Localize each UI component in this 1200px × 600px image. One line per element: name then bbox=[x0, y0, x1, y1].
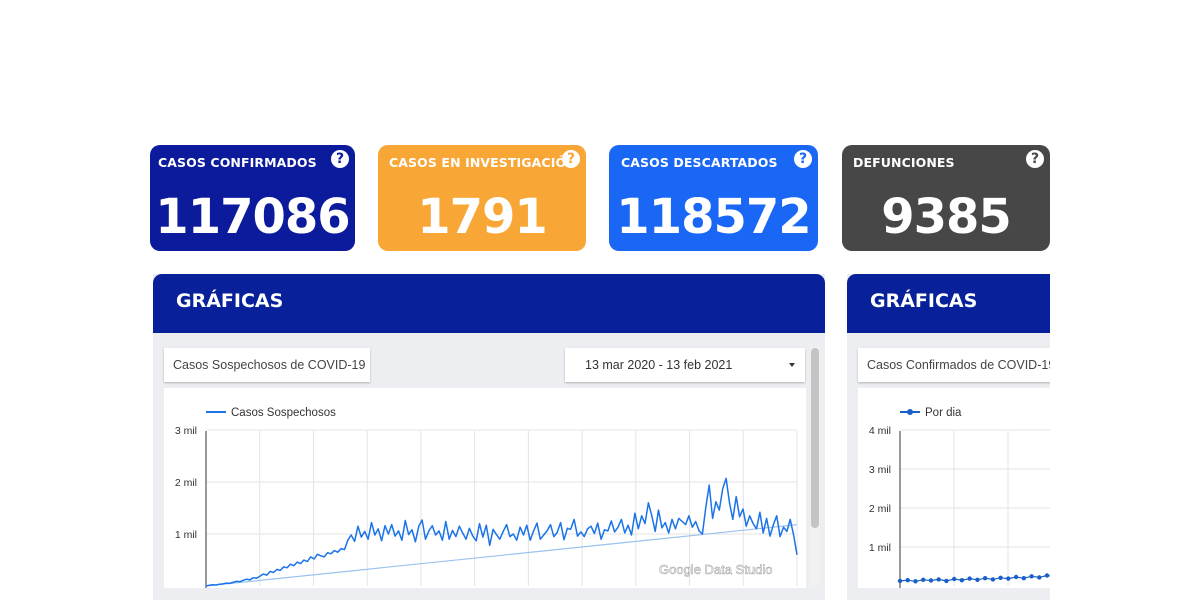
panel-header: GRÁFICAS bbox=[847, 274, 1050, 333]
graficas-panel-confirmados: GRÁFICAS Casos Confirmados de COVID-19 P… bbox=[847, 274, 1050, 600]
scroll-thumb[interactable] bbox=[811, 348, 819, 528]
stat-card-descartados: CASOS DESCARTADOS ? 118572 bbox=[609, 145, 818, 251]
panel-title: GRÁFICAS bbox=[176, 290, 284, 312]
panel-header: GRÁFICAS bbox=[153, 274, 825, 333]
data-point bbox=[975, 577, 980, 582]
y-tick-label: 1 mil bbox=[175, 529, 197, 541]
data-point bbox=[1044, 573, 1050, 578]
help-icon[interactable]: ? bbox=[1026, 150, 1044, 168]
data-point bbox=[998, 575, 1003, 580]
help-icon[interactable]: ? bbox=[331, 150, 349, 168]
data-point bbox=[928, 578, 934, 583]
y-tick-label: 2 mil bbox=[869, 503, 891, 515]
y-tick-label: 2 mil bbox=[175, 477, 197, 489]
stat-card-investigacion: CASOS EN INVESTIGACIÓN ? 1791 bbox=[378, 145, 586, 251]
y-tick-label: 3 mil bbox=[869, 464, 891, 476]
legend-marker bbox=[907, 409, 913, 415]
data-point bbox=[1006, 576, 1011, 581]
dashboard: CASOS CONFIRMADOS ? 117086 CASOS EN INVE… bbox=[150, 0, 1050, 600]
stat-value: 117086 bbox=[155, 189, 350, 245]
y-tick-label: 3 mil bbox=[175, 425, 197, 437]
scrollbar[interactable] bbox=[810, 346, 820, 586]
data-point bbox=[982, 576, 988, 581]
data-point bbox=[1013, 574, 1019, 580]
chart-sospechosos: Casos Sospechosos 3 mil 2 mil 1 mil Google D… bbox=[164, 388, 806, 588]
stat-card-confirmados: CASOS CONFIRMADOS ? 117086 bbox=[150, 145, 355, 251]
stat-value: 118572 bbox=[616, 189, 811, 245]
stat-value: 9385 bbox=[881, 189, 1012, 245]
data-point bbox=[967, 576, 972, 581]
data-point bbox=[944, 578, 949, 584]
trend-line bbox=[205, 524, 798, 587]
date-range-value: 13 mar 2020 - 13 feb 2021 bbox=[585, 358, 733, 372]
series-line-casos-sospechosos bbox=[205, 477, 798, 587]
data-point bbox=[990, 577, 996, 582]
data-point bbox=[905, 578, 910, 583]
stat-value: 1791 bbox=[417, 189, 548, 245]
chart-confirmados: Por dia 4 mil 3 mil 2 mil 1 mil bbox=[858, 388, 1050, 588]
stat-label: DEFUNCIONES bbox=[853, 155, 955, 170]
chart-title-tag: Casos Sospechosos de COVID-19 bbox=[164, 348, 370, 382]
stat-label: CASOS EN INVESTIGACIÓN bbox=[389, 155, 577, 170]
panel-title: GRÁFICAS bbox=[870, 290, 978, 312]
legend-label: Por dia bbox=[925, 407, 962, 419]
legend-label: Casos Sospechosos bbox=[231, 407, 336, 419]
data-point bbox=[952, 576, 957, 582]
data-point bbox=[897, 578, 903, 584]
help-icon[interactable]: ? bbox=[562, 150, 580, 168]
chart-confirmados-svg: Por dia 4 mil 3 mil 2 mil 1 mil bbox=[869, 407, 1050, 588]
data-point bbox=[1021, 576, 1026, 581]
help-icon[interactable]: ? bbox=[794, 150, 812, 168]
chart-sospechosos-svg: Casos Sospechosos 3 mil 2 mil 1 mil Google D… bbox=[175, 407, 798, 588]
date-range-select[interactable]: 13 mar 2020 - 13 feb 2021 bbox=[565, 348, 805, 382]
y-tick-label: 4 mil bbox=[869, 425, 891, 437]
data-point bbox=[959, 578, 965, 583]
stat-label: CASOS CONFIRMADOS bbox=[158, 155, 317, 170]
data-point bbox=[913, 579, 918, 584]
data-point bbox=[1029, 574, 1034, 579]
caret-down-icon bbox=[789, 363, 795, 367]
y-tick-label: 1 mil bbox=[869, 542, 891, 554]
stat-label: CASOS DESCARTADOS bbox=[621, 155, 778, 170]
chart-title-tag: Casos Confirmados de COVID-19 bbox=[858, 348, 1050, 382]
stat-card-defunciones: DEFUNCIONES ? 9385 bbox=[842, 145, 1050, 251]
data-point bbox=[1037, 575, 1042, 580]
data-point bbox=[936, 577, 941, 582]
graficas-panel-sospechosos: GRÁFICAS Casos Sospechosos de COVID-19 1… bbox=[153, 274, 825, 600]
watermark: Google Data Studio bbox=[659, 562, 772, 577]
data-point bbox=[921, 577, 926, 582]
